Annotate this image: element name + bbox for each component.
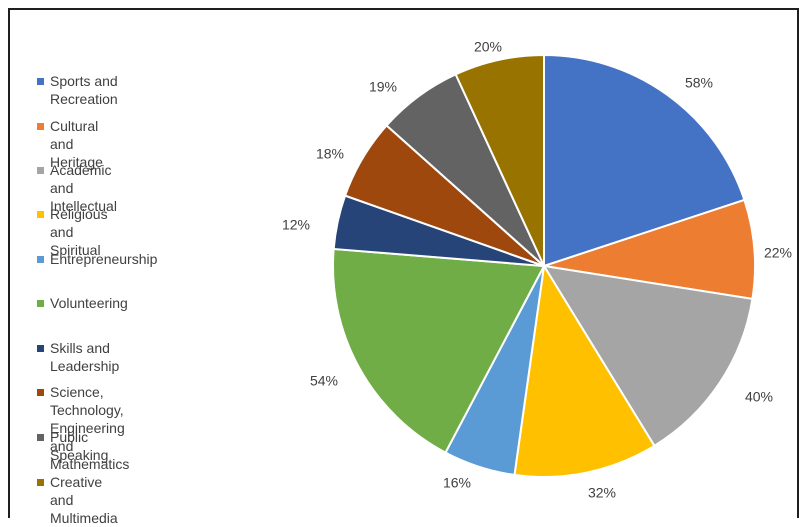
legend-swatch xyxy=(37,389,44,396)
legend-item: Sports and Recreation xyxy=(37,72,118,108)
legend-item: Science, Technology, Engineering and Mat… xyxy=(37,383,129,473)
legend-label: Skills and Leadership xyxy=(50,340,120,374)
legend-swatch xyxy=(37,479,44,486)
pie-chart: 58% 22% 40% 32% 16% 54% 12% 18% 19% 20% xyxy=(282,39,792,501)
legend-label: Public Speaking xyxy=(50,429,109,463)
slice-percent-label: 54% xyxy=(310,373,338,389)
legend-swatch xyxy=(37,434,44,441)
legend-swatch xyxy=(37,211,44,218)
legend-swatch xyxy=(37,345,44,352)
legend-item: Public Speaking xyxy=(37,428,108,464)
legend-label: Religious and Spiritual xyxy=(50,206,108,258)
slice-percent-label: 16% xyxy=(443,475,471,491)
legend-label: Science, Technology, Engineering and Mat… xyxy=(50,384,130,472)
legend-item: Religious and Spiritual xyxy=(37,205,108,259)
chart-frame: Sports and Recreation Cultural and Herita… xyxy=(8,8,799,526)
slice-percent-label: 20% xyxy=(474,39,502,55)
legend-swatch xyxy=(37,300,44,307)
slice-percent-label: 19% xyxy=(369,79,397,95)
legend-label: Academic and Intellectual xyxy=(50,162,117,214)
pie-slice xyxy=(332,247,546,454)
legend-swatch xyxy=(37,256,44,263)
slice-percent-label: 40% xyxy=(745,389,773,405)
pie-slice xyxy=(542,264,754,448)
legend-item: Entrepreneurship xyxy=(37,250,157,268)
legend-label: Sports and Recreation xyxy=(50,73,118,107)
legend-label: Volunteering xyxy=(50,295,128,311)
slice-percent-label: 32% xyxy=(588,485,616,501)
legend-swatch xyxy=(37,167,44,174)
pie-slice xyxy=(543,53,746,268)
legend-swatch xyxy=(37,123,44,130)
pie-slice xyxy=(454,53,545,267)
pie-slice xyxy=(513,263,656,478)
slice-percent-label: 58% xyxy=(685,75,713,91)
legend-item: Volunteering xyxy=(37,294,128,312)
legend-item: Academic and Intellectual xyxy=(37,161,117,215)
legend-item: Skills and Leadership xyxy=(37,339,119,375)
slice-percent-label: 22% xyxy=(764,245,792,261)
slice-percent-label: 18% xyxy=(316,146,344,162)
legend-label: Cultural and Heritage xyxy=(50,118,103,170)
legend-label: Entrepreneurship xyxy=(50,251,158,267)
legend-item: Cultural and Heritage xyxy=(37,117,103,171)
legend-swatch xyxy=(37,78,44,85)
slice-percent-label: 12% xyxy=(282,217,310,233)
